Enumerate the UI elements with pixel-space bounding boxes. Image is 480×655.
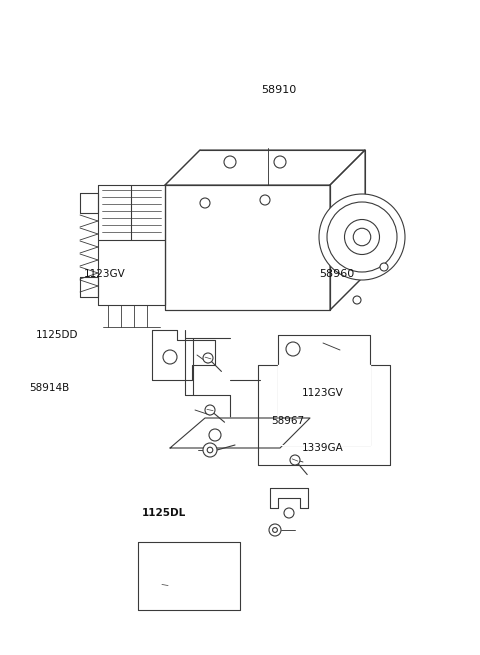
Circle shape [269, 524, 281, 536]
Polygon shape [138, 542, 240, 610]
Circle shape [273, 527, 277, 533]
Circle shape [284, 508, 294, 518]
Circle shape [274, 156, 286, 168]
Circle shape [200, 198, 210, 208]
Circle shape [203, 353, 213, 363]
Polygon shape [270, 488, 308, 508]
Text: 1123GV: 1123GV [84, 269, 126, 279]
Circle shape [327, 202, 397, 272]
Text: 58914B: 58914B [29, 383, 69, 393]
Polygon shape [152, 330, 215, 380]
Circle shape [319, 194, 405, 280]
Circle shape [205, 405, 215, 415]
Text: 58960: 58960 [319, 269, 354, 279]
Polygon shape [165, 185, 330, 310]
Polygon shape [80, 277, 98, 297]
Text: 1339GA: 1339GA [301, 443, 343, 453]
Text: 1125DD: 1125DD [36, 330, 79, 341]
Circle shape [290, 455, 300, 465]
Circle shape [353, 228, 371, 246]
Polygon shape [80, 193, 98, 213]
Polygon shape [278, 365, 370, 445]
Circle shape [224, 156, 236, 168]
Circle shape [163, 350, 177, 364]
Circle shape [260, 195, 270, 205]
Circle shape [380, 263, 388, 271]
Circle shape [353, 296, 361, 304]
Polygon shape [258, 335, 390, 465]
Text: 58967: 58967 [271, 415, 304, 426]
Polygon shape [98, 185, 165, 305]
Polygon shape [165, 150, 365, 185]
Text: 58910: 58910 [262, 85, 297, 96]
Circle shape [209, 429, 221, 441]
Circle shape [286, 342, 300, 356]
Circle shape [207, 447, 213, 453]
Text: 1125DL: 1125DL [142, 508, 186, 518]
Polygon shape [170, 418, 310, 448]
Circle shape [345, 219, 380, 255]
Text: 1123GV: 1123GV [301, 388, 343, 398]
Circle shape [203, 443, 217, 457]
Circle shape [160, 580, 170, 590]
Polygon shape [330, 150, 365, 310]
